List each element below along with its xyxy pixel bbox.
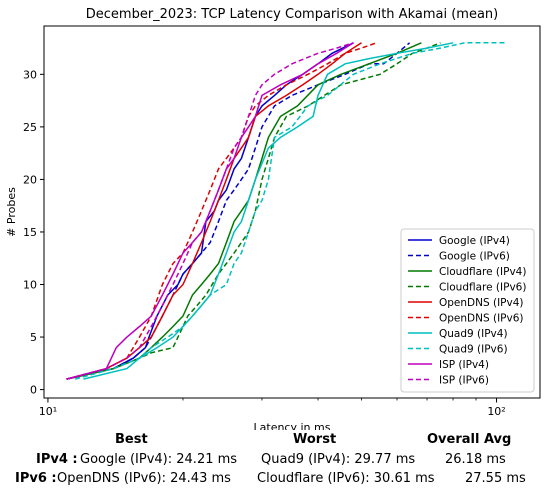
legend-box bbox=[400, 228, 535, 393]
y-axis-label: # Probes bbox=[5, 187, 18, 237]
y-tick-label: 30 bbox=[23, 68, 37, 81]
summary-header-overall: Overall Avg bbox=[427, 432, 512, 447]
series-line-cloudflare-ipv4 bbox=[66, 42, 422, 380]
plot-frame bbox=[43, 25, 541, 399]
series-layer bbox=[66, 42, 506, 380]
legend-label: OpenDNS (IPv6) bbox=[439, 313, 524, 325]
series-line-quad9-ipv6 bbox=[75, 42, 506, 380]
y-tick-label: 20 bbox=[23, 173, 37, 186]
legend-label: ISP (IPv4) bbox=[439, 359, 489, 371]
chart-title: December_2023: TCP Latency Comparison wi… bbox=[86, 7, 498, 22]
x-tick-label: 10² bbox=[487, 405, 505, 418]
series-line-cloudflare-ipv6 bbox=[66, 42, 441, 380]
y-tick-label: 15 bbox=[23, 226, 37, 239]
series-line-google-ipv6 bbox=[66, 42, 411, 380]
series-line-quad9-ipv4 bbox=[83, 42, 454, 380]
summary-row-ipv4-label: IPv4 : bbox=[36, 452, 78, 467]
legend-label: Quad9 (IPv4) bbox=[439, 328, 508, 340]
latency-cdf-chart: December_2023: TCP Latency Comparison wi… bbox=[5, 7, 541, 430]
series-line-opendns-ipv4 bbox=[66, 42, 362, 380]
y-tick-label: 5 bbox=[30, 331, 37, 344]
summary-row-ipv4-best: Google (IPv4): 24.21 ms bbox=[80, 452, 238, 467]
summary-header-best: Best bbox=[115, 432, 148, 447]
series-line-opendns-ipv6 bbox=[66, 42, 377, 380]
legend-label: Google (IPv4) bbox=[439, 235, 510, 247]
y-tick-label: 0 bbox=[30, 384, 37, 397]
legend-label: Quad9 (IPv6) bbox=[439, 344, 508, 356]
legend-label: ISP (IPv6) bbox=[439, 375, 489, 387]
y-tick-label: 10 bbox=[23, 279, 37, 292]
x-axis: 10¹ 10² bbox=[39, 398, 506, 418]
summary-row-ipv4-overall: 26.18 ms bbox=[445, 452, 506, 467]
y-tick-label: 25 bbox=[23, 121, 37, 134]
legend: Google (IPv4) Google (IPv6) Cloudflare (IP… bbox=[400, 228, 535, 393]
x-axis-label: Latency in ms bbox=[254, 421, 331, 430]
x-tick-label: 10¹ bbox=[39, 405, 57, 418]
summary-row-ipv6-overall: 27.55 ms bbox=[465, 471, 526, 486]
legend-label: Cloudflare (IPv6) bbox=[439, 282, 526, 294]
summary-header-worst: Worst bbox=[293, 432, 337, 447]
legend-label: Google (IPv6) bbox=[439, 251, 510, 263]
summary-row-ipv6-label: IPv6 : bbox=[15, 471, 57, 486]
series-line-isp-ipv4 bbox=[66, 42, 354, 380]
series-line-isp-ipv6 bbox=[66, 42, 354, 380]
summary-row-ipv6-best: OpenDNS (IPv6): 24.43 ms bbox=[57, 471, 231, 486]
summary-row-ipv6-worst: Cloudflare (IPv6): 30.61 ms bbox=[257, 471, 435, 486]
summary-row-ipv4-worst: Quad9 (IPv4): 29.77 ms bbox=[261, 452, 416, 467]
y-axis: 0 5 10 15 20 25 30 bbox=[23, 68, 44, 397]
legend-label: Cloudflare (IPv4) bbox=[439, 266, 526, 278]
legend-label: OpenDNS (IPv4) bbox=[439, 297, 524, 309]
